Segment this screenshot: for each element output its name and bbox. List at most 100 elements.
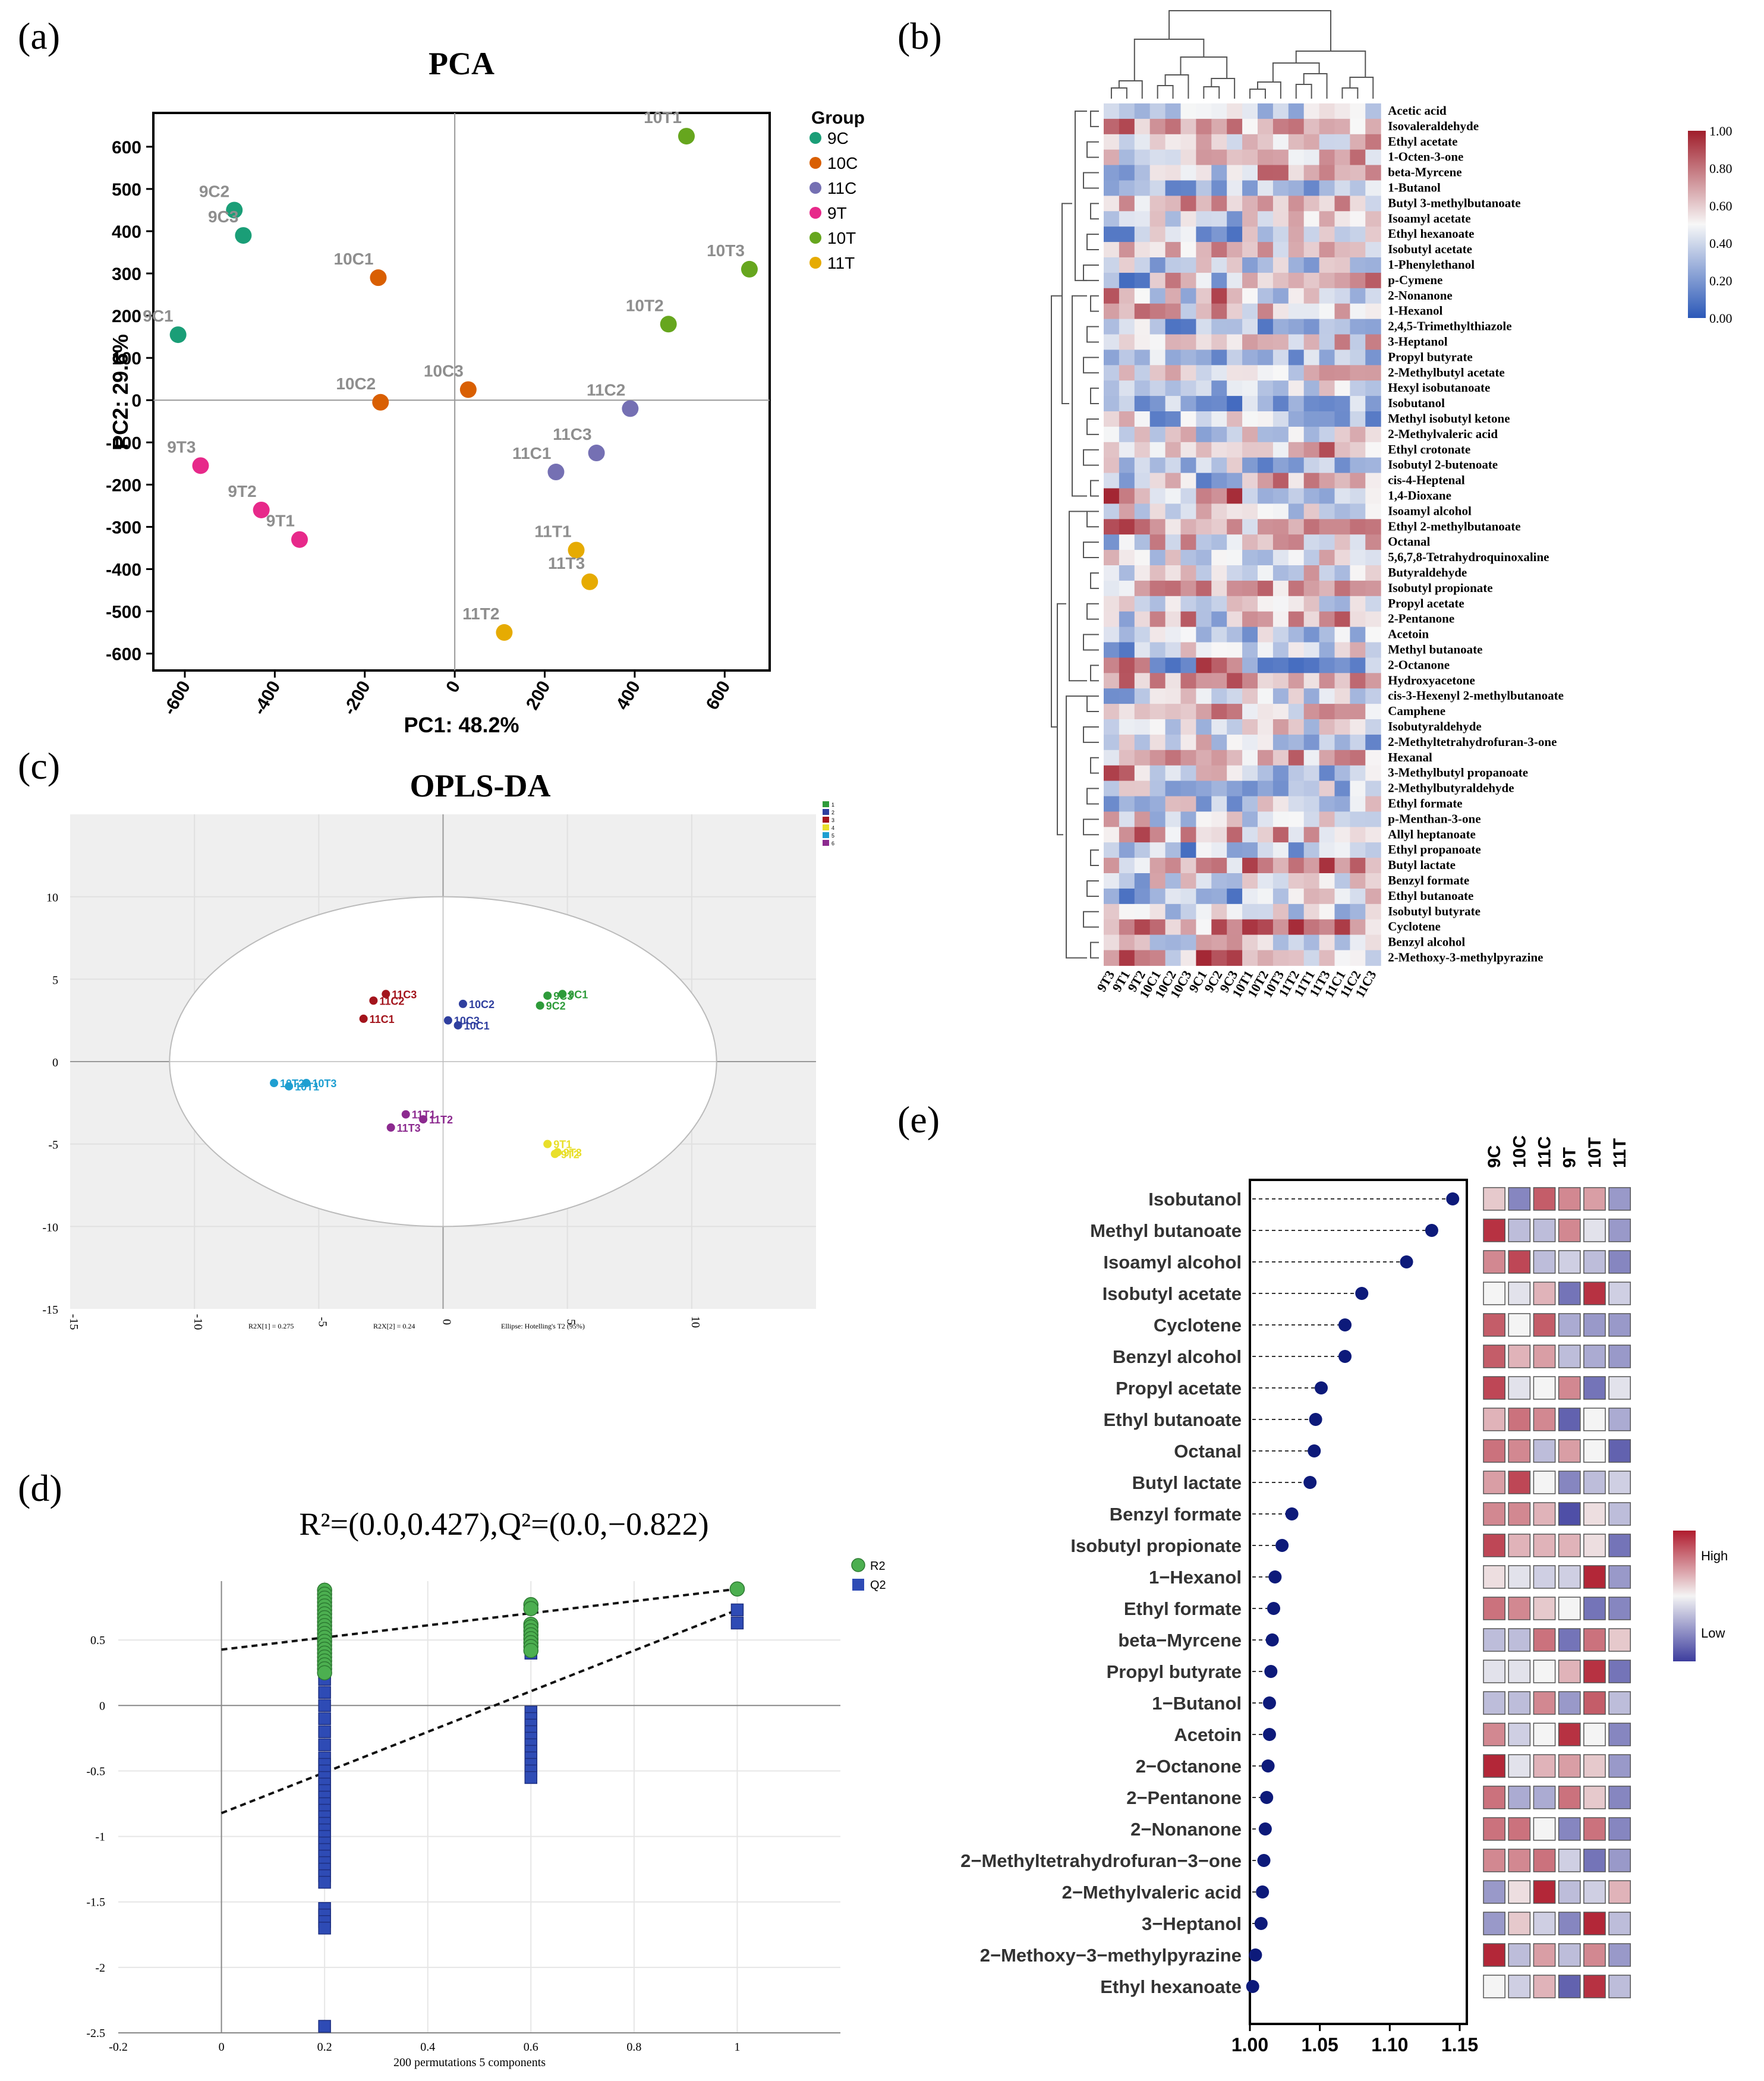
pca-legend-label: 9T: [827, 204, 847, 222]
heatmap-cell: [1227, 827, 1243, 843]
heatmap-cell: [1134, 257, 1151, 273]
heatmap-cell: [1119, 888, 1135, 905]
heatmap-cell: [1303, 780, 1320, 796]
heatmap-cell: [1350, 688, 1366, 704]
heatmap-cell: [1180, 380, 1196, 396]
vip-compound-label: 2−Pentanone: [1126, 1787, 1242, 1808]
heatmap-cell: [1134, 165, 1151, 181]
heatmap-cell: [1196, 272, 1212, 289]
heatmap-cell: [1242, 442, 1258, 458]
heatmap-cell: [1149, 303, 1166, 320]
heatmap-cell: [1272, 488, 1289, 504]
heatmap-cell: [1258, 380, 1274, 396]
vip-heat-cell: [1483, 1880, 1505, 1904]
vip-heat-cell: [1533, 1376, 1556, 1400]
heatmap-cell: [1149, 473, 1166, 489]
pca-point-label: 9T2: [228, 482, 256, 500]
heatmap-cell: [1149, 488, 1166, 504]
vip-heat-cell: [1483, 1786, 1505, 1809]
heatmap-cell: [1211, 303, 1227, 320]
heatmap-cell: [1196, 118, 1212, 135]
heatmap-cell: [1149, 626, 1166, 643]
perm-xtick-label: 0.2: [317, 2041, 332, 2054]
heatmap-cell: [1227, 380, 1243, 396]
heatmap-cell: [1165, 103, 1181, 119]
heatmap-cell: [1272, 888, 1289, 905]
heatmap-row-label: Ethyl acetate: [1388, 134, 1457, 149]
vip-heat-cell: [1583, 1502, 1606, 1526]
heatmap-cell: [1258, 888, 1274, 905]
heatmap-cell: [1365, 288, 1381, 304]
vip-heat-cell: [1583, 1313, 1606, 1337]
heatmap-cell: [1334, 396, 1350, 412]
heatmap-cell: [1227, 550, 1243, 566]
opls-point: [369, 996, 378, 1005]
pca-ytick-label: 400: [112, 222, 141, 242]
heatmap-cell: [1319, 550, 1335, 566]
heatmap-cell: [1134, 118, 1151, 135]
heatmap-cell: [1227, 934, 1243, 950]
heatmap-cell: [1196, 365, 1212, 381]
heatmap-cell: [1180, 165, 1196, 181]
heatmap-cell: [1180, 873, 1196, 889]
heatmap-cell: [1303, 503, 1320, 520]
heatmap-cell: [1303, 457, 1320, 474]
heatmap-cell: [1303, 565, 1320, 581]
heatmap-cell: [1119, 688, 1135, 704]
dendrogram-branch: [1257, 81, 1281, 99]
heatmap-cell: [1288, 365, 1305, 381]
heatmap-cell: [1196, 888, 1212, 905]
vip-point: [1249, 1948, 1262, 1962]
heatmap-cell: [1149, 180, 1166, 196]
heatmap-cell: [1149, 365, 1166, 381]
heatmap-cell: [1350, 442, 1366, 458]
heatmap-cell: [1272, 704, 1289, 720]
pca-ytick-label: 500: [112, 180, 141, 200]
perm-r2-point: [523, 1643, 539, 1658]
vip-heat-cell: [1483, 1187, 1505, 1211]
vip-heat-cell: [1583, 1345, 1606, 1368]
heatmap-cell: [1211, 288, 1227, 304]
vip-heat-cell: [1608, 1376, 1631, 1400]
heatmap-cell: [1334, 319, 1350, 335]
heatmap-cell: [1149, 780, 1166, 796]
heatmap-cell: [1288, 334, 1305, 350]
heatmap-cell: [1272, 319, 1289, 335]
heatmap-cell: [1288, 180, 1305, 196]
heatmap-cell: [1303, 288, 1320, 304]
heatmap-cell: [1134, 272, 1151, 289]
heatmap-cell: [1165, 765, 1181, 782]
heatmap-cell: [1350, 488, 1366, 504]
vip-heat-cell: [1533, 1660, 1556, 1683]
vip-heat-cell: [1533, 1565, 1556, 1589]
heatmap-cell: [1196, 565, 1212, 581]
vip-heat-cell: [1483, 1849, 1505, 1872]
heatmap-cell: [1319, 888, 1335, 905]
heatmap-cell: [1227, 180, 1243, 196]
vip-heat-cell: [1558, 1912, 1581, 1935]
vip-heat-cell: [1608, 1219, 1631, 1242]
heatmap-cell: [1334, 565, 1350, 581]
dendrogram-branch: [1083, 264, 1099, 281]
heatmap-cell: [1303, 103, 1320, 119]
heatmap-cell: [1303, 642, 1320, 658]
vip-heat-cell: [1608, 1786, 1631, 1809]
perm-ytick-label: 0: [99, 1699, 105, 1712]
heatmap-cell: [1303, 319, 1320, 335]
heatmap-cell: [1242, 303, 1258, 320]
heatmap-cell: [1196, 350, 1212, 366]
opls-footer-r2x2: R2X[2] = 0.24: [373, 1322, 415, 1330]
heatmap-cell: [1272, 780, 1289, 796]
heatmap-cell: [1303, 580, 1320, 597]
heatmap-cell: [1211, 842, 1227, 858]
heatmap-cell: [1319, 858, 1335, 874]
heatmap-cell: [1350, 811, 1366, 827]
heatmap-cell: [1319, 196, 1335, 212]
heatmap-cell: [1350, 380, 1366, 396]
vip-heat-cell: [1608, 1471, 1631, 1494]
heatmap-cell: [1258, 350, 1274, 366]
heatmap-cell: [1319, 503, 1335, 520]
panel-e-label-group: (e): [897, 1098, 940, 1141]
heatmap-cell: [1196, 442, 1212, 458]
vip-heat-cell: [1533, 1786, 1556, 1809]
